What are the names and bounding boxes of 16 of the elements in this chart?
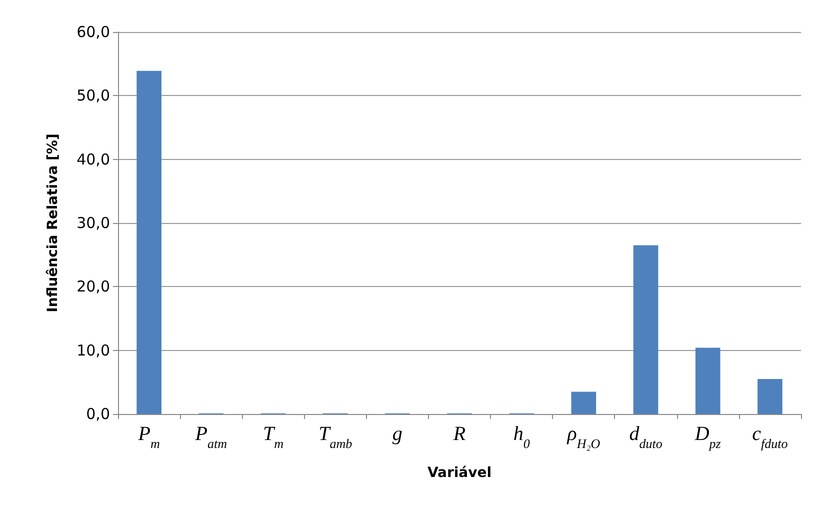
bar — [695, 348, 720, 414]
y-tick-label: 20,0 — [76, 278, 110, 296]
bar — [633, 245, 658, 414]
x-axis-title: Variável — [427, 465, 492, 481]
y-tick-label: 10,0 — [76, 341, 110, 360]
x-tick-label: R — [452, 423, 466, 445]
y-tick-label: 0,0 — [86, 405, 110, 423]
bar — [571, 392, 596, 414]
y-axis-title: Influência Relativa [%] — [45, 134, 61, 312]
y-tick-label: 50,0 — [76, 86, 110, 105]
x-tick-label: g — [392, 423, 402, 445]
y-tick-label: 30,0 — [76, 214, 110, 232]
y-tick-label: 40,0 — [76, 150, 110, 168]
bar — [136, 70, 162, 414]
bar — [758, 378, 782, 414]
y-tick-label: 60,0 — [76, 23, 110, 41]
